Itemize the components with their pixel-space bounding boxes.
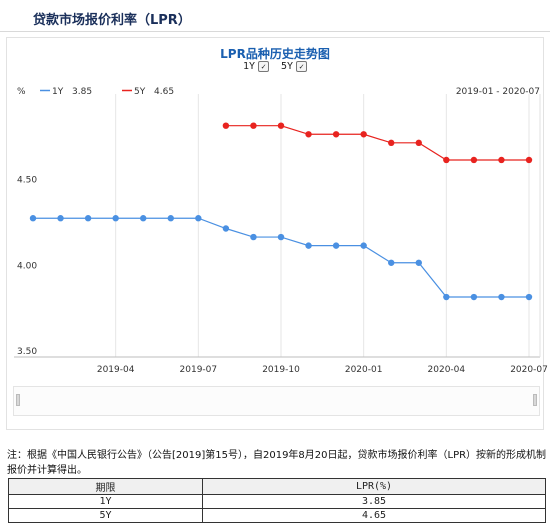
toggle-1y-label: 1Y <box>242 61 255 72</box>
x-tick-label: 2020-04 <box>428 365 466 375</box>
data-point-1Y <box>167 215 174 222</box>
data-point-5Y <box>360 131 367 138</box>
data-point-5Y <box>415 139 422 147</box>
data-point-1Y <box>360 242 367 249</box>
y-tick-label: 4.50 <box>17 176 37 186</box>
x-tick-label: 2019-04 <box>97 365 135 375</box>
legend-series-name: 1Y <box>52 87 64 97</box>
data-point-1Y <box>222 225 230 232</box>
y-tick-label: 4.00 <box>17 261 37 271</box>
data-point-1Y <box>525 293 533 301</box>
page-title: 贷款市场报价利率（LPR） <box>33 13 191 28</box>
legend-series-name: 5Y <box>134 87 146 97</box>
series-line-5Y <box>225 125 529 161</box>
data-point-5Y <box>388 139 395 147</box>
toggle-1y[interactable]: 1Y ✓ <box>243 61 269 72</box>
data-point-1Y <box>443 293 450 301</box>
table-cell-term: 5Y <box>8 508 203 523</box>
data-point-1Y <box>305 242 312 249</box>
page-header: 贷款市场报价利率（LPR） <box>0 0 550 32</box>
data-point-5Y <box>250 122 257 129</box>
data-point-1Y <box>57 215 64 222</box>
data-point-1Y <box>250 233 257 241</box>
table-row: 5Y 4.65 <box>8 508 546 523</box>
table-header-term: 期限 <box>8 478 203 495</box>
chart-title: LPR品种历史走势图 <box>220 47 330 61</box>
data-point-5Y <box>305 131 312 138</box>
range-handle-right[interactable] <box>533 394 537 406</box>
y-unit-label: % <box>17 87 26 97</box>
data-point-1Y <box>277 233 285 241</box>
lpr-table: 期限 LPR(%) 1Y 3.85 5Y 4.65 <box>8 478 546 523</box>
data-point-5Y <box>470 156 478 164</box>
x-tick-label: 2019-10 <box>262 365 300 375</box>
table-cell-term: 1Y <box>8 494 203 509</box>
footnote: 注：根据《中国人民银行公告》（公告[2019]第15号），自2019年8月20日… <box>7 450 547 476</box>
data-point-5Y <box>332 131 340 138</box>
data-point-1Y <box>388 259 395 266</box>
data-point-5Y <box>222 122 230 129</box>
data-point-1Y <box>140 215 147 222</box>
date-range-label: 2019-01 - 2020-07 <box>456 87 540 97</box>
data-point-1Y <box>29 215 37 222</box>
toggle-5y-label: 5Y <box>281 61 294 72</box>
legend-series-value: 3.85 <box>72 87 92 97</box>
x-tick-label: 2020-01 <box>345 365 383 375</box>
data-point-1Y <box>112 215 119 222</box>
data-point-1Y <box>415 259 422 266</box>
table-header-lpr: LPR(%) <box>202 478 546 495</box>
chart-panel <box>6 37 544 430</box>
y-tick-label: 3.50 <box>17 347 37 357</box>
x-tick-label: 2020-07 <box>510 365 548 375</box>
legend-series-value: 4.65 <box>154 87 174 97</box>
data-point-1Y <box>498 293 505 301</box>
data-point-5Y <box>525 156 533 164</box>
checkbox-5y-icon[interactable]: ✓ <box>296 61 308 72</box>
series-toggles: 1Y ✓ 5Y ✓ <box>0 61 550 72</box>
toggle-5y[interactable]: 5Y ✓ <box>281 61 308 72</box>
table-header-row: 期限 LPR(%) <box>8 478 546 495</box>
data-point-1Y <box>195 215 202 222</box>
data-point-1Y <box>84 215 92 222</box>
checkbox-1y-icon[interactable]: ✓ <box>257 61 269 72</box>
data-point-1Y <box>470 293 478 301</box>
data-point-1Y <box>332 242 340 249</box>
table-cell-rate: 4.65 <box>202 508 546 523</box>
table-cell-rate: 3.85 <box>202 494 546 509</box>
range-handle-left[interactable] <box>16 394 20 406</box>
table-row: 1Y 3.85 <box>8 494 546 509</box>
data-point-5Y <box>443 156 450 164</box>
data-point-5Y <box>498 156 505 164</box>
x-tick-label: 2019-07 <box>180 365 218 375</box>
range-scrollbar[interactable] <box>13 386 540 416</box>
data-point-5Y <box>277 122 285 129</box>
